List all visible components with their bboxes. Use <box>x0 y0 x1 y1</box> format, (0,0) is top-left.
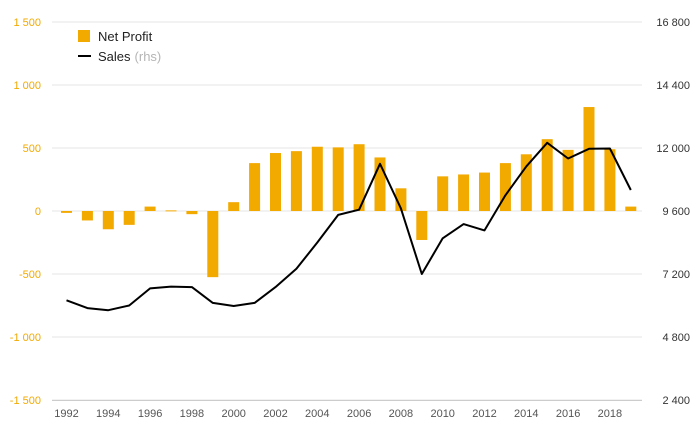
net-profit-bar <box>604 149 616 211</box>
left-tick-label: -1 500 <box>10 395 41 407</box>
x-tick-label: 2002 <box>263 408 287 420</box>
sales-swatch <box>78 55 91 57</box>
x-tick-label: 2014 <box>514 408 538 420</box>
legend-note-sales: (rhs) <box>134 48 162 64</box>
right-axis-ticks: 2 400 4 800 7 200 9 600 12 000 14 400 16 800 <box>656 17 690 407</box>
x-tick-label: 2016 <box>556 408 580 420</box>
right-tick-label: 2 400 <box>662 395 690 407</box>
net-profit-bar <box>499 163 511 211</box>
x-tick-label: 2008 <box>389 408 413 420</box>
x-tick-label: 2000 <box>221 408 245 420</box>
net-profit-bar <box>458 174 470 211</box>
net-profit-bars <box>61 107 637 278</box>
x-tick-label: 2010 <box>430 408 454 420</box>
net-profit-bar <box>416 211 428 240</box>
left-tick-label: 0 <box>35 206 41 218</box>
net-profit-bar <box>374 157 386 211</box>
net-profit-bar <box>353 144 365 211</box>
net-profit-bar <box>165 210 177 212</box>
x-tick-label: 1996 <box>138 408 162 420</box>
right-tick-label: 16 800 <box>656 17 690 29</box>
legend-label-net-profit: Net Profit <box>98 28 153 44</box>
left-axis-ticks: -1 500 -1 000 -500 0 500 1 000 1 500 <box>10 17 41 407</box>
net-profit-bar <box>123 211 135 225</box>
net-profit-bar <box>332 147 344 211</box>
net-profit-swatch <box>78 30 90 42</box>
net-profit-bar <box>102 211 114 230</box>
net-profit-bar <box>562 149 574 211</box>
net-profit-bar <box>270 153 281 211</box>
right-tick-label: 9 600 <box>662 206 690 218</box>
net-profit-bar <box>541 139 553 211</box>
legend-item-net-profit: Net Profit <box>78 26 161 46</box>
net-profit-bar <box>61 211 72 213</box>
net-profit-bar <box>583 107 595 211</box>
x-tick-label: 1994 <box>96 408 120 420</box>
x-tick-label: 1998 <box>180 408 204 420</box>
gridlines <box>52 21 642 401</box>
net-profit-bar <box>290 151 302 211</box>
left-tick-label: 500 <box>23 143 41 155</box>
sales-line-layer <box>66 141 632 312</box>
net-profit-bar <box>437 176 449 211</box>
x-tick-label: 2006 <box>347 408 371 420</box>
x-axis-ticks: 1992 1994 1996 1998 2000 2002 2004 2006 2008 2010… <box>54 408 622 420</box>
net-profit-bar <box>186 211 198 215</box>
x-tick-label: 2012 <box>472 408 496 420</box>
net-profit-bar <box>479 172 490 211</box>
left-tick-label: 1 000 <box>13 80 41 92</box>
net-profit-bar <box>311 146 323 211</box>
left-tick-label: 1 500 <box>13 17 41 29</box>
net-profit-bar <box>207 211 219 278</box>
right-tick-label: 14 400 <box>656 80 690 92</box>
legend-label-sales: Sales <box>98 48 131 64</box>
x-tick-label: 2018 <box>598 408 622 420</box>
x-tick-label: 1992 <box>54 408 78 420</box>
net-profit-bar <box>520 154 532 211</box>
left-tick-label: -500 <box>19 269 41 281</box>
right-tick-label: 4 800 <box>662 332 690 344</box>
net-profit-bar <box>395 188 407 211</box>
net-profit-bar <box>144 206 156 211</box>
sales-line <box>66 141 632 312</box>
net-profit-bar <box>249 163 261 211</box>
x-tick-label: 2004 <box>305 408 329 420</box>
net-profit-bar <box>228 202 240 211</box>
net-profit-bar <box>81 211 93 221</box>
left-tick-label: -1 000 <box>10 332 41 344</box>
right-tick-label: 12 000 <box>656 143 690 155</box>
net-profit-bar <box>625 206 637 211</box>
right-tick-label: 7 200 <box>662 269 690 281</box>
legend: Net Profit Sales (rhs) <box>78 26 161 66</box>
legend-item-sales: Sales (rhs) <box>78 46 161 66</box>
